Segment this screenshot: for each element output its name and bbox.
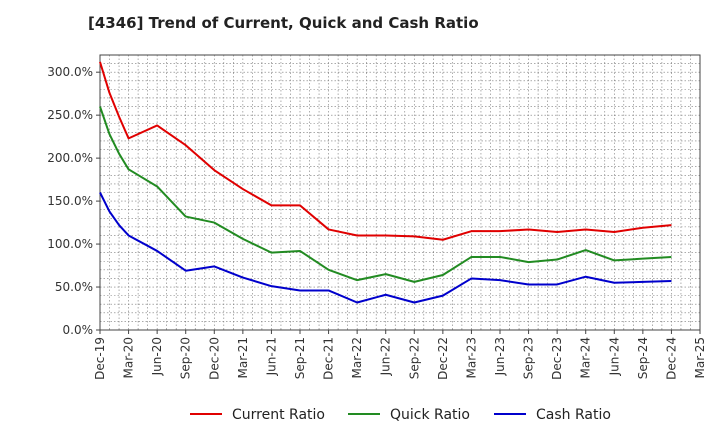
x-tick-label: Mar-21	[236, 337, 250, 378]
y-tick-label: 0.0%	[63, 323, 94, 337]
x-tick-label: Mar-22	[350, 337, 364, 378]
x-tick-label: Jun-24	[607, 337, 621, 376]
x-tick-label: Dec-21	[322, 337, 336, 380]
x-tick-label: Dec-23	[550, 337, 564, 380]
y-tick-label: 300.0%	[47, 65, 93, 79]
chart-title: [4346] Trend of Current, Quick and Cash …	[88, 14, 479, 32]
x-tick-label: Mar-25	[693, 337, 707, 378]
x-tick-label: Sep-20	[179, 337, 193, 379]
x-tick-label: Jun-22	[379, 337, 393, 376]
x-tick-label: Sep-22	[407, 337, 421, 379]
x-tick-label: Dec-24	[664, 337, 678, 380]
x-tick-label: Jun-20	[150, 337, 164, 376]
series-line-cash-ratio	[99, 192, 672, 304]
x-tick-label: Dec-19	[93, 337, 107, 380]
y-tick-label: 150.0%	[47, 194, 93, 208]
y-tick-label: 250.0%	[47, 108, 93, 122]
series-line-current-ratio	[99, 61, 672, 241]
legend-label-quick-ratio: Quick Ratio	[390, 407, 470, 423]
y-tick-label: 50.0%	[55, 280, 93, 294]
plot-frame	[99, 54, 701, 331]
x-tick-label: Mar-23	[464, 337, 478, 378]
x-tick-label: Jun-21	[264, 337, 278, 376]
x-tick-label: Dec-22	[436, 337, 450, 380]
y-tick-label: 100.0%	[47, 237, 93, 251]
legend-label-current-ratio: Current Ratio	[232, 407, 325, 423]
series-line-quick-ratio	[99, 106, 672, 283]
grid-lines	[99, 55, 701, 330]
x-tick-label: Sep-21	[293, 337, 307, 379]
x-tick-label: Mar-24	[579, 337, 593, 378]
x-tick-label: Sep-23	[522, 337, 536, 379]
x-tick-label: Dec-20	[207, 337, 221, 380]
x-tick-label: Sep-24	[636, 337, 650, 379]
legend-label-cash-ratio: Cash Ratio	[536, 407, 611, 423]
x-tick-label: Mar-20	[122, 337, 136, 378]
y-tick-label: 200.0%	[47, 151, 93, 165]
x-tick-label: Jun-23	[493, 337, 507, 376]
